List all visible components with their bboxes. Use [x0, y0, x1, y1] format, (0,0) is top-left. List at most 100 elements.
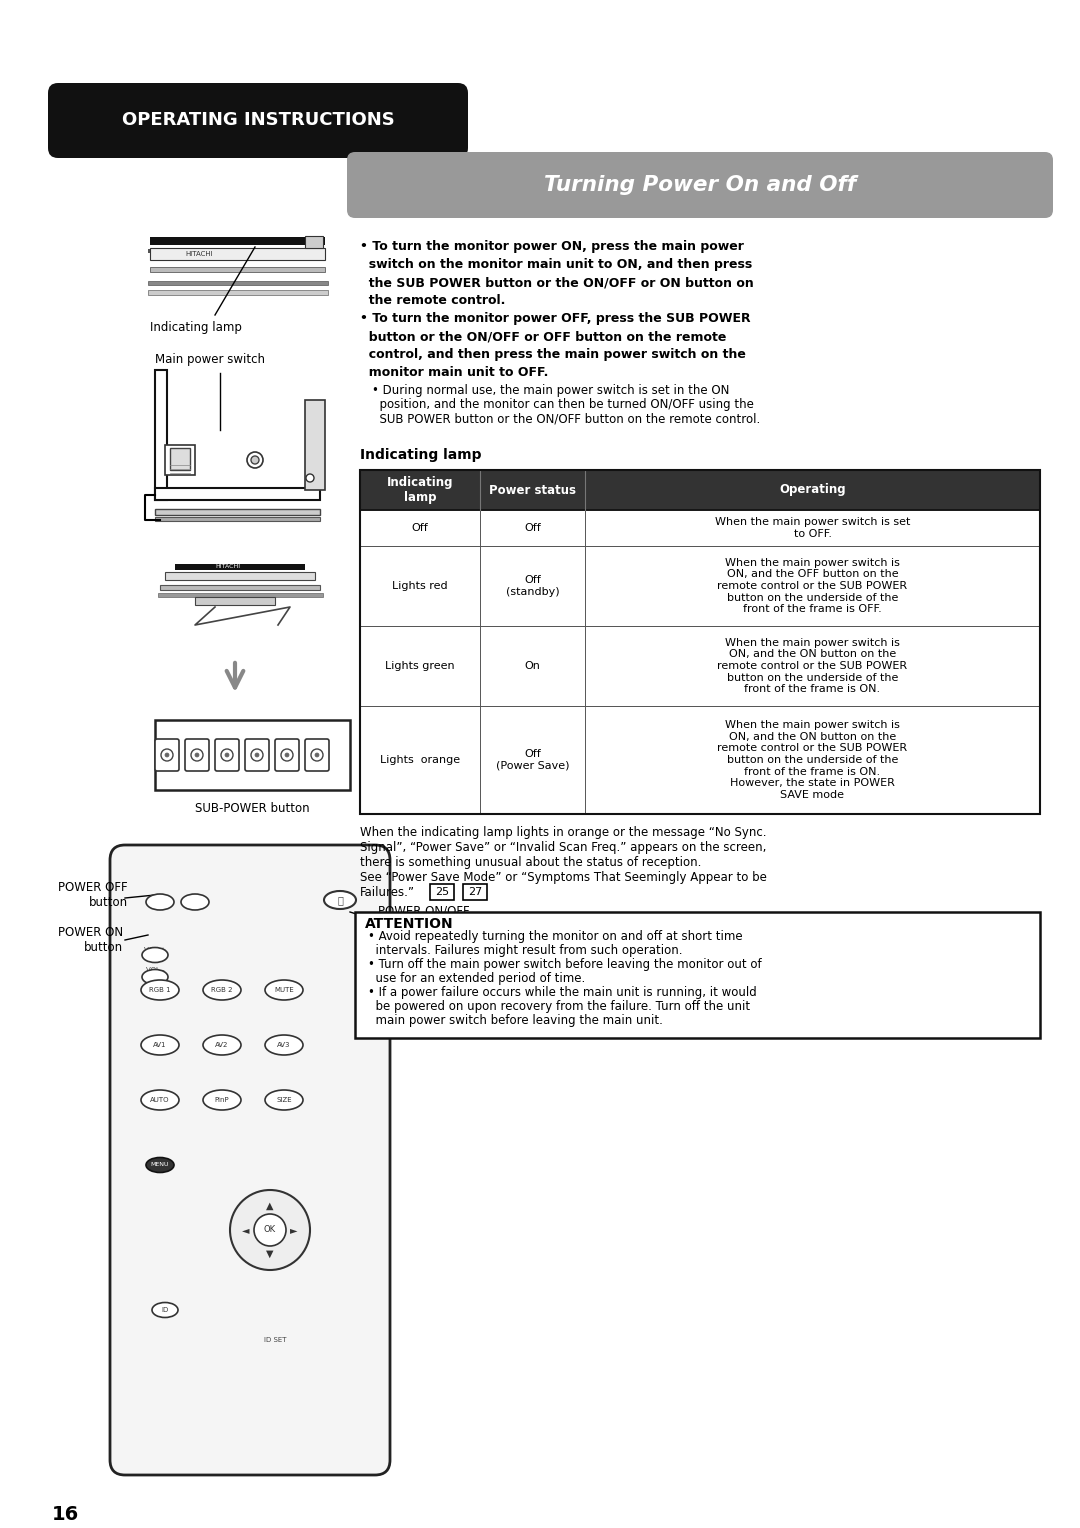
- Ellipse shape: [141, 969, 168, 984]
- Text: Turning Power On and Off: Turning Power On and Off: [544, 176, 856, 196]
- Text: be powered on upon recovery from the failure. Turn off the unit: be powered on upon recovery from the fai…: [368, 999, 751, 1013]
- Text: POWER OFF
button: POWER OFF button: [58, 882, 127, 909]
- Text: RGB 1: RGB 1: [149, 987, 171, 993]
- Text: MUTE: MUTE: [274, 987, 294, 993]
- Text: ◄: ◄: [242, 1225, 249, 1235]
- Text: When the main power switch is
ON, and the ON button on the
remote control or the: When the main power switch is ON, and th…: [717, 720, 907, 799]
- Text: AUTO: AUTO: [150, 1097, 170, 1103]
- Text: intervals. Failures might result from such operation.: intervals. Failures might result from su…: [368, 944, 683, 957]
- Text: When the main power switch is
ON, and the ON button on the
remote control or the: When the main power switch is ON, and th…: [717, 637, 907, 694]
- Text: • Avoid repeatedly turning the monitor on and off at short time: • Avoid repeatedly turning the monitor o…: [368, 931, 743, 943]
- Bar: [170, 448, 190, 471]
- FancyBboxPatch shape: [110, 845, 390, 1475]
- Text: ID: ID: [161, 1306, 168, 1313]
- Ellipse shape: [152, 1302, 178, 1317]
- Text: SUB-POWER button: SUB-POWER button: [195, 802, 310, 814]
- Bar: [148, 281, 328, 286]
- Bar: [355, 912, 1040, 1038]
- Bar: [305, 400, 325, 490]
- Text: button or the ON/OFF or OFF button on the remote: button or the ON/OFF or OFF button on th…: [360, 330, 727, 342]
- Bar: [150, 267, 325, 272]
- Text: When the main power switch is
ON, and the OFF button on the
remote control or th: When the main power switch is ON, and th…: [717, 558, 907, 614]
- Text: RGB 2: RGB 2: [212, 987, 233, 993]
- Text: position, and the monitor can then be turned ON/OFF using the: position, and the monitor can then be tu…: [372, 397, 754, 411]
- Text: • To turn the monitor power OFF, press the SUB POWER: • To turn the monitor power OFF, press t…: [360, 312, 751, 325]
- Circle shape: [285, 753, 289, 756]
- Text: monitor main unit to OFF.: monitor main unit to OFF.: [360, 367, 549, 379]
- Bar: [165, 571, 315, 581]
- FancyBboxPatch shape: [275, 740, 299, 772]
- Bar: [160, 585, 320, 590]
- Text: OPERATING INSTRUCTIONS: OPERATING INSTRUCTIONS: [122, 112, 394, 128]
- Bar: [175, 564, 305, 570]
- Ellipse shape: [324, 891, 356, 909]
- Circle shape: [230, 1190, 310, 1270]
- Text: Lights red: Lights red: [392, 581, 448, 591]
- Bar: [360, 510, 1040, 545]
- FancyBboxPatch shape: [156, 740, 179, 772]
- Text: ▼: ▼: [267, 1248, 273, 1259]
- Text: the SUB POWER button or the ON/OFF or ON button on: the SUB POWER button or the ON/OFF or ON…: [360, 277, 754, 289]
- Ellipse shape: [203, 979, 241, 999]
- Circle shape: [251, 455, 259, 465]
- Text: AV3: AV3: [278, 1042, 291, 1048]
- Text: Main power switch: Main power switch: [156, 353, 265, 367]
- Text: ►: ►: [291, 1225, 298, 1235]
- Bar: [158, 593, 323, 597]
- FancyBboxPatch shape: [347, 151, 1053, 219]
- Text: Failures.”: Failures.”: [360, 886, 415, 898]
- Bar: [165, 445, 195, 475]
- Text: 16: 16: [52, 1505, 79, 1523]
- FancyBboxPatch shape: [48, 83, 468, 157]
- Text: 27: 27: [468, 886, 482, 897]
- Circle shape: [247, 452, 264, 468]
- Bar: [148, 290, 328, 295]
- Text: VOL +: VOL +: [144, 947, 166, 953]
- Bar: [150, 248, 325, 260]
- Bar: [156, 487, 320, 500]
- Ellipse shape: [141, 979, 179, 999]
- Circle shape: [251, 749, 264, 761]
- Ellipse shape: [146, 894, 174, 911]
- Text: Off: Off: [411, 523, 429, 533]
- Text: AV1: AV1: [153, 1042, 166, 1048]
- Bar: [195, 597, 275, 605]
- Text: When the indicating lamp lights in orange or the message “No Sync.: When the indicating lamp lights in orang…: [360, 827, 767, 839]
- Text: Off
(Power Save): Off (Power Save): [496, 749, 569, 770]
- Text: ATTENTION: ATTENTION: [365, 917, 454, 931]
- Text: • If a power failure occurs while the main unit is running, it would: • If a power failure occurs while the ma…: [368, 986, 757, 999]
- Circle shape: [195, 753, 199, 756]
- Bar: [156, 516, 320, 521]
- Circle shape: [315, 753, 319, 756]
- Text: Lights  orange: Lights orange: [380, 755, 460, 766]
- Text: VOL -: VOL -: [146, 967, 164, 973]
- Ellipse shape: [141, 947, 168, 963]
- Bar: [360, 545, 1040, 626]
- Bar: [156, 720, 350, 790]
- Text: SUB POWER button or the ON/OFF button on the remote control.: SUB POWER button or the ON/OFF button on…: [372, 413, 760, 425]
- Text: ▲: ▲: [267, 1201, 273, 1212]
- Text: HITACHI: HITACHI: [185, 251, 213, 257]
- Circle shape: [191, 749, 203, 761]
- Text: Lights green: Lights green: [386, 662, 455, 671]
- Text: there is something unusual about the status of reception.: there is something unusual about the sta…: [360, 856, 701, 869]
- FancyBboxPatch shape: [185, 740, 210, 772]
- Text: On: On: [525, 662, 540, 671]
- Ellipse shape: [203, 1034, 241, 1054]
- Text: Signal”, “Power Save” or “Invalid Scan Freq.” appears on the screen,: Signal”, “Power Save” or “Invalid Scan F…: [360, 840, 767, 854]
- Text: Indicating lamp: Indicating lamp: [360, 448, 482, 461]
- Bar: [360, 706, 1040, 814]
- Circle shape: [255, 753, 259, 756]
- Circle shape: [311, 749, 323, 761]
- Text: See “Power Save Mode” or “Symptoms That Seemingly Appear to be: See “Power Save Mode” or “Symptoms That …: [360, 871, 767, 885]
- Bar: [463, 885, 487, 900]
- Text: SIZE: SIZE: [276, 1097, 292, 1103]
- Bar: [156, 509, 320, 515]
- Ellipse shape: [265, 1089, 303, 1109]
- Text: When the main power switch is set
to OFF.: When the main power switch is set to OFF…: [715, 516, 910, 539]
- Text: AV2: AV2: [215, 1042, 229, 1048]
- Text: PinP: PinP: [215, 1097, 229, 1103]
- Text: POWER ON
button: POWER ON button: [58, 926, 123, 953]
- Circle shape: [161, 749, 173, 761]
- Text: Operating: Operating: [779, 483, 846, 497]
